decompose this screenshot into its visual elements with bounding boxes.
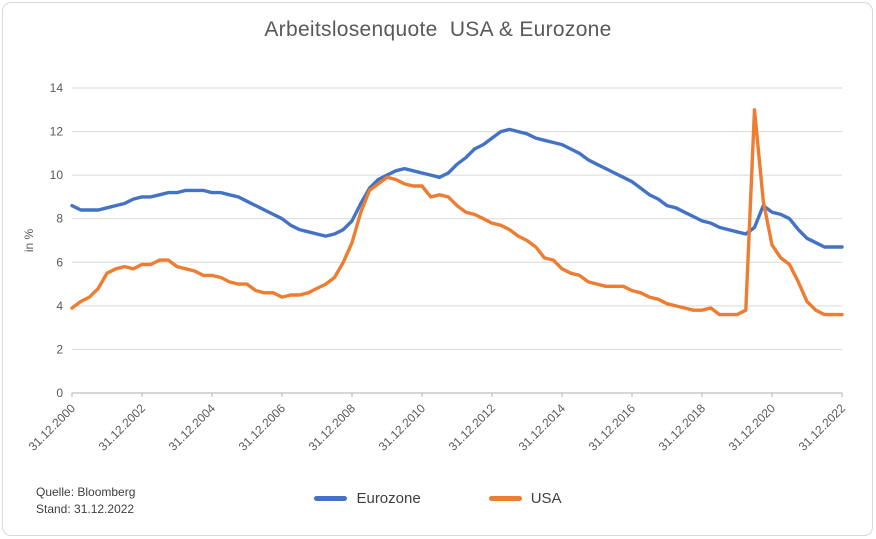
chart-title: Arbeitslosenquote USA & Eurozone [264, 18, 612, 41]
x-tick-label: 31.12.2006 [236, 401, 289, 454]
source-line-1: Quelle: Bloomberg [36, 485, 136, 499]
x-tick-label: 31.12.2020 [726, 401, 779, 454]
x-tick-label: 31.12.2012 [446, 401, 499, 454]
x-tick-label: 31.12.2010 [376, 401, 429, 454]
y-tick-label: 4 [56, 299, 63, 313]
y-tick-label: 6 [56, 255, 63, 269]
legend-swatch-usa [488, 496, 522, 501]
source-line-2: Stand: 31.12.2022 [36, 502, 135, 516]
legend-swatch-eurozone [314, 496, 348, 501]
x-tick-label: 31.12.2004 [166, 401, 219, 454]
x-tick-label: 31.12.2022 [796, 401, 849, 454]
y-tick-label: 12 [50, 125, 64, 139]
legend-item-usa: USA [488, 490, 562, 507]
x-tick-label: 31.12.2008 [306, 401, 359, 454]
y-tick-label: 8 [56, 212, 63, 226]
legend-item-eurozone: Eurozone [314, 490, 421, 507]
y-tick-label: 14 [50, 81, 64, 95]
x-tick-label: 31.12.2000 [26, 401, 79, 454]
x-tick-label: 31.12.2002 [96, 401, 149, 454]
y-tick-label: 2 [56, 342, 63, 356]
y-tick-label: 10 [50, 168, 64, 182]
x-tick-label: 31.12.2014 [516, 401, 569, 454]
x-tick-label: 31.12.2018 [656, 401, 709, 454]
legend-label-eurozone: Eurozone [356, 490, 421, 507]
y-axis-title: in % [22, 228, 36, 252]
x-tick-label: 31.12.2016 [586, 401, 639, 454]
source-note: Quelle: Bloomberg Stand: 31.12.2022 [36, 484, 135, 518]
plot-area: 0 2 4 6 8 10 12 14 31.12.2000 31.12.2002 31.12.200… [22, 81, 849, 454]
series-line-usa [70, 108, 844, 317]
y-tick-label: 0 [56, 386, 63, 400]
series-line-eurozone [70, 127, 844, 249]
legend: Eurozone USA [0, 490, 876, 507]
legend-label-usa: USA [530, 490, 562, 507]
